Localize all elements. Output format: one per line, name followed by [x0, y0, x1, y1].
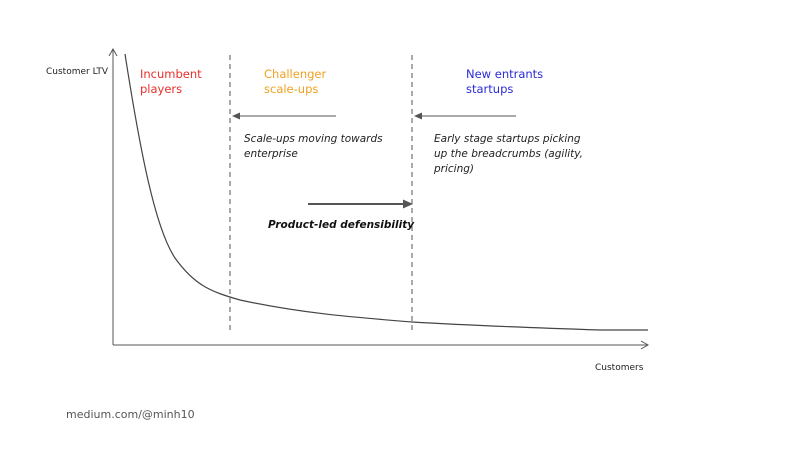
ltv-curve [124, 53, 648, 331]
x-axis-label: Customers [595, 363, 644, 373]
x-axis-arrowhead [640, 340, 650, 350]
segment-incumbent-label: Incumbent players [140, 67, 202, 96]
annotation-defensibility: Product-led defensibility [268, 219, 415, 231]
arrow-startups-head [414, 112, 422, 120]
arrow-defensibility-head [403, 199, 413, 209]
y-axis-arrowhead [108, 47, 118, 57]
footer-source: medium.com/@minh10 [66, 408, 195, 421]
arrow-scaleups-head [232, 112, 240, 120]
segment-new-entrants-label: New entrants startups [466, 67, 544, 96]
segment-challenger-label: Challenger scale-ups [264, 67, 327, 96]
annotation-scaleups: Scale-ups moving towards enterprise [244, 133, 383, 160]
annotation-startups: Early stage startups picking up the brea… [434, 133, 584, 175]
y-axis-label: Customer LTV [46, 67, 109, 77]
